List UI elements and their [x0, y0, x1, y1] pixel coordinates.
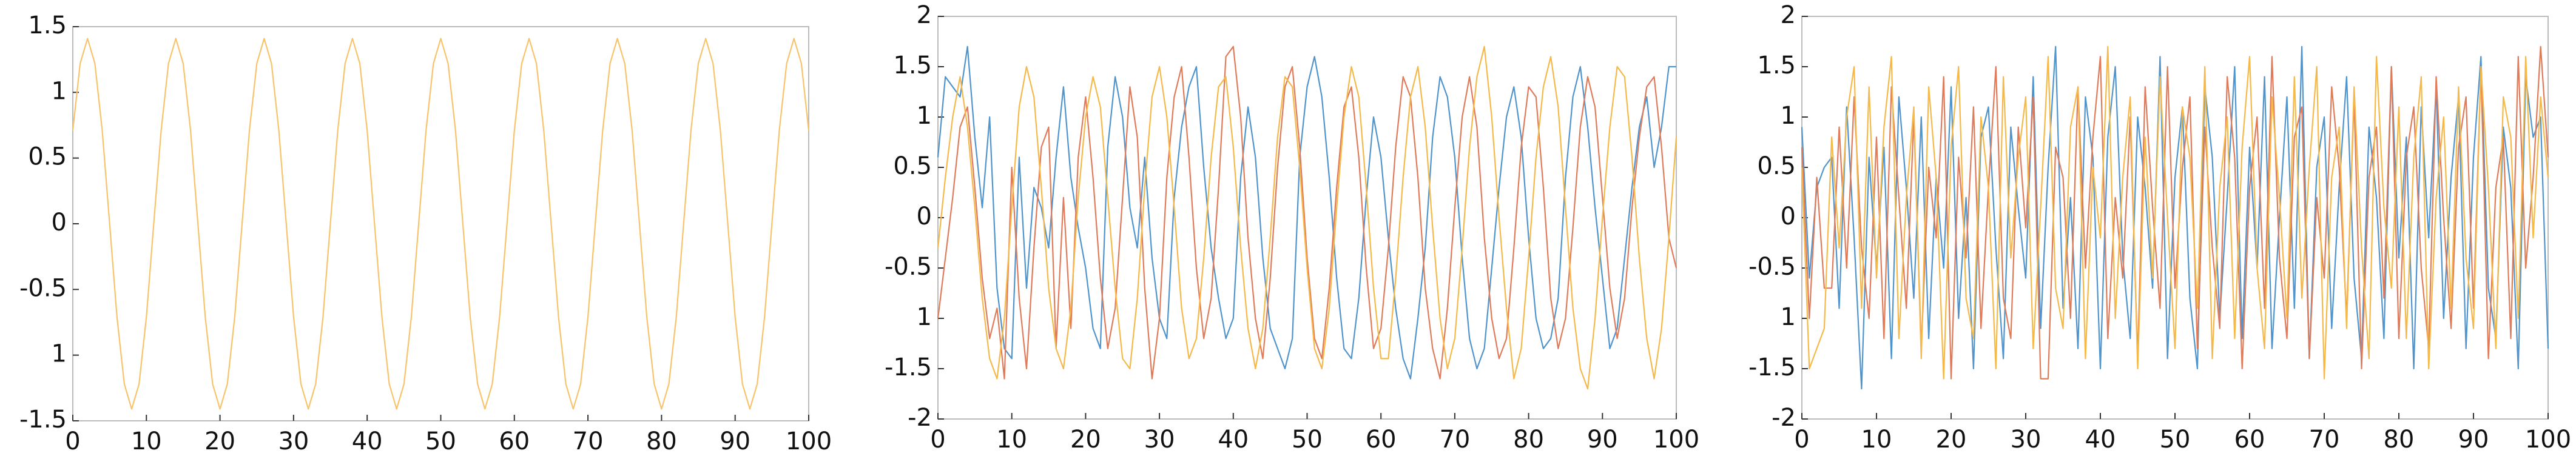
x-tick-label: 70	[2309, 426, 2340, 454]
x-tick-label: 30	[278, 427, 309, 455]
x-tick-label: 100	[2525, 426, 2571, 454]
x-tick-label: 80	[1513, 426, 1544, 454]
x-tick-label: 20	[204, 427, 235, 455]
x-tick-label: 40	[352, 427, 383, 455]
y-tick-label: -1.5	[1748, 354, 1796, 381]
data-line	[1801, 45, 2549, 380]
data-line	[1801, 45, 2549, 380]
y-tick-label: 0	[917, 203, 932, 230]
y-tick-label: 1	[917, 303, 932, 331]
plot-frame	[72, 26, 809, 421]
y-tick-label: 2	[1781, 1, 1796, 29]
x-tick-label: 10	[131, 427, 162, 455]
data-line	[937, 45, 1677, 380]
y-tick-label: -0.5	[1748, 253, 1796, 281]
x-tick-label: 80	[646, 427, 677, 455]
chart: -1.5 1 -0.5 0 0.5 1 1.5 0 10 20 30 40 50 60 70 80 90 100	[19, 12, 832, 455]
x-tick-label: 60	[499, 427, 530, 455]
y-tick-label: 1	[917, 102, 932, 130]
y-tick-label: -1.5	[19, 406, 67, 434]
y-tick-label: 0.5	[893, 152, 932, 180]
x-tick-label: 90	[1587, 426, 1618, 454]
y-tick-label: -1.5	[885, 354, 932, 381]
data-line	[937, 45, 1677, 390]
x-tick-label: 100	[1653, 426, 1699, 454]
data-line	[72, 38, 810, 410]
y-tick-label: 1	[52, 77, 67, 105]
x-tick-label: 20	[1070, 426, 1101, 454]
x-tick-label: 0	[65, 427, 80, 455]
x-tick-label: 50	[425, 427, 456, 455]
x-tick-label: 60	[2234, 426, 2265, 454]
x-tick-label: 10	[1861, 426, 1892, 454]
x-tick-label: 100	[786, 427, 832, 455]
x-tick-label: 0	[930, 426, 945, 454]
x-tick-label: 70	[573, 427, 604, 455]
x-tick-label: 60	[1366, 426, 1397, 454]
plot-frame	[937, 16, 1677, 420]
x-tick-label: 90	[2458, 426, 2489, 454]
y-tick-label: 1	[1781, 102, 1796, 130]
x-tick-label: 40	[2085, 426, 2116, 454]
y-tick-label: 0	[1781, 203, 1796, 230]
x-tick-label: 30	[2011, 426, 2042, 454]
y-tick-label: 1	[1781, 303, 1796, 331]
data-line	[937, 45, 1676, 380]
chart: -2-1.51-0.500.511.520 10 20 30 40 50 60 70 80 90 1…	[1748, 1, 2571, 454]
y-tick-label: 1	[52, 340, 67, 368]
y-tick-label: 1.5	[893, 52, 932, 79]
y-tick-label: -2	[908, 404, 932, 432]
x-tick-label: 50	[2160, 426, 2191, 454]
x-tick-label: 20	[1936, 426, 1967, 454]
x-tick-label: 40	[1218, 426, 1249, 454]
x-tick-label: 80	[2384, 426, 2415, 454]
x-tick-label: 10	[996, 426, 1027, 454]
y-tick-label: 1.5	[28, 12, 67, 39]
chart: -2-1.51-0.500.511.520 10 20 30 40 50 60 70 80 90 1…	[885, 1, 1699, 454]
y-tick-label: 2	[917, 1, 932, 29]
y-tick-label: -0.5	[19, 274, 67, 302]
x-tick-label: 0	[1794, 426, 1809, 454]
y-tick-label: 1.5	[1757, 52, 1796, 79]
y-tick-label: -2	[1772, 404, 1796, 432]
y-tick-label: 0.5	[1757, 152, 1796, 180]
x-tick-label: 70	[1439, 426, 1470, 454]
y-tick-label: 0	[52, 209, 67, 236]
x-tick-label: 50	[1292, 426, 1323, 454]
y-tick-label: 0.5	[28, 143, 67, 171]
y-tick-label: -0.5	[885, 253, 932, 281]
x-tick-label: 90	[720, 427, 750, 455]
x-tick-label: 30	[1144, 426, 1175, 454]
